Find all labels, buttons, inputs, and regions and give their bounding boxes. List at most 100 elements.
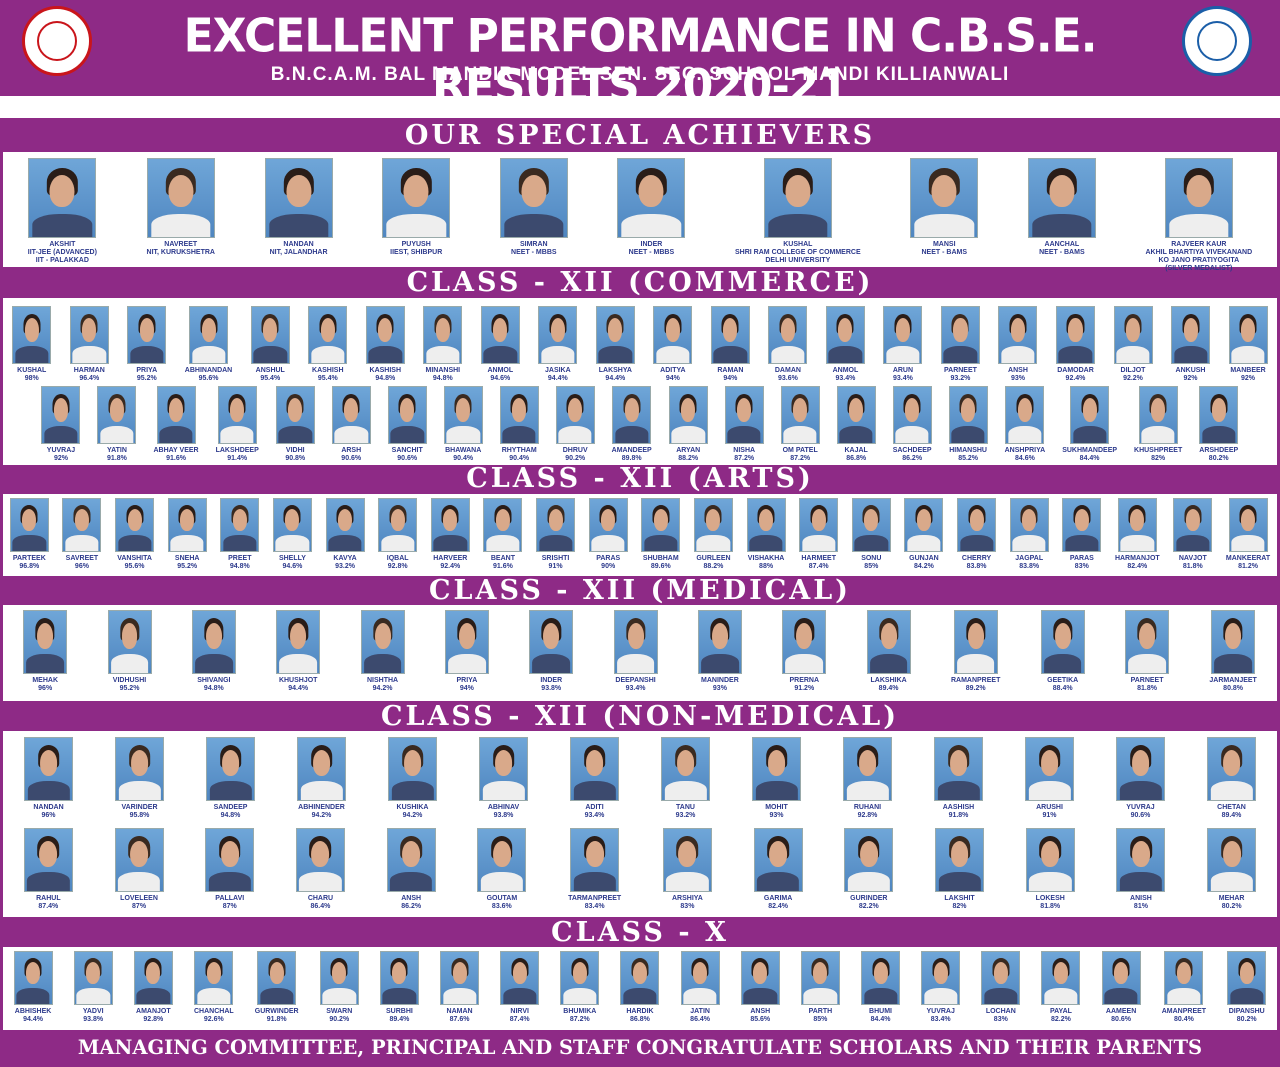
student-name: DHRUV — [562, 447, 588, 454]
student-percentage: 83.8% — [1019, 563, 1040, 570]
student-photo — [483, 498, 523, 552]
student-name: AANCHAL — [1044, 241, 1080, 248]
student-photo — [753, 828, 803, 892]
student-photo — [382, 158, 451, 238]
student-photo — [620, 951, 660, 1005]
student-photo — [538, 306, 578, 364]
student-name: RAJVEER KAUR — [1171, 241, 1227, 248]
student-name: ANSHPRIYA — [1004, 447, 1046, 454]
student-name: BHAWANA — [445, 447, 482, 454]
student-name: AKSHIT — [49, 241, 76, 248]
student-photo — [1207, 737, 1256, 801]
student-percentage: 91% — [548, 563, 563, 570]
student-percentage: 83% — [993, 1016, 1008, 1023]
student-percentage: 92.8% — [857, 812, 878, 819]
student-card: LAKSHYA 94.4% — [595, 306, 635, 383]
student-percentage: 94% — [459, 685, 474, 692]
student-percentage: 82.4% — [768, 903, 789, 910]
student-photo — [444, 610, 489, 674]
student-percentage: 93% — [769, 812, 784, 819]
row-nonmedical-1: NANDAN 96% VARINDER 95.8% SANDEEP 94.8% ABHINE… — [3, 737, 1277, 820]
student-name: SWARN — [326, 1008, 353, 1015]
student-photo — [308, 306, 348, 364]
student-card: JASIKA 94.4% — [538, 306, 578, 383]
student-card: SACHDEEP 86.2% — [892, 386, 932, 463]
student-photo — [768, 306, 808, 364]
student-photo — [892, 386, 932, 444]
student-percentage: 92.8% — [387, 563, 408, 570]
student-percentage: 85.2% — [958, 455, 979, 462]
student-name: LOCHAN — [985, 1008, 1016, 1015]
student-photo — [1173, 498, 1213, 552]
student-card: CHARU 86.4% — [295, 828, 345, 911]
student-name: HIMANSHU — [949, 447, 987, 454]
cbse-logo — [1182, 6, 1252, 76]
student-card: GURLEEN 88.2% — [693, 498, 733, 571]
student-photo — [1025, 828, 1075, 892]
student-photo — [9, 498, 49, 552]
student-percentage: 86.4% — [690, 1016, 711, 1023]
student-name: ADITYA — [660, 367, 686, 374]
student-card: RHYTHAM 90.4% — [499, 386, 539, 463]
student-card: GURINDER 82.2% — [844, 828, 894, 911]
achievement-line: IIEST, SHIBPUR — [390, 249, 443, 256]
student-percentage: 89.2% — [965, 685, 986, 692]
student-card: NANDAN 96% — [24, 737, 73, 820]
student-percentage: 85% — [813, 1016, 828, 1023]
student-name: ANSHUL — [255, 367, 285, 374]
student-name: ANSH — [401, 895, 422, 902]
student-percentage: 81.2% — [1238, 563, 1258, 570]
student-name: JARMANJEET — [1209, 677, 1257, 684]
student-photo — [97, 386, 137, 444]
student-percentage: 90.6% — [1130, 812, 1151, 819]
student-card: ARSH 90.6% — [331, 386, 371, 463]
student-name: YUVRAJ — [926, 1008, 955, 1015]
student-card: ARUSHI 91% — [1025, 737, 1074, 820]
student-card: HIMANSHU 85.2% — [948, 386, 988, 463]
student-card: ANSH 93% — [998, 306, 1038, 383]
student-percentage: 82% — [1151, 455, 1166, 462]
student-card: KHUSHJOT 94.4% — [276, 610, 321, 693]
student-name: PARNEET — [1130, 677, 1164, 684]
school-name: B.N.C.A.M. BAL MANDIR MODEL SEN. SEC. SC… — [270, 64, 1010, 85]
student-card: DAMAN 93.6% — [768, 306, 808, 383]
student-card: NISHA 87.2% — [724, 386, 764, 463]
student-card: PRERNA 91.2% — [782, 610, 827, 693]
panel-special: AKSHIT IIT-JEE (ADVANCED) IIT - PALAKKAD NA… — [3, 152, 1277, 272]
student-name: KHUSHPREET — [1134, 447, 1183, 454]
student-name: ANMOL — [487, 367, 514, 374]
school-logo — [22, 6, 92, 76]
student-name: HARDIK — [626, 1008, 654, 1015]
student-photo — [782, 610, 827, 674]
student-name: YUVRAJ — [1126, 804, 1155, 811]
student-percentage: 95.6% — [124, 563, 145, 570]
student-name: TARMANPREET — [568, 895, 622, 902]
student-photo — [257, 951, 297, 1005]
student-percentage: 91.4% — [227, 455, 248, 462]
student-photo — [62, 498, 102, 552]
student-photo — [114, 828, 164, 892]
student-card: PARAS 90% — [588, 498, 628, 571]
student-photo — [825, 306, 865, 364]
student-photo — [1116, 828, 1166, 892]
student-name: VARINDER — [121, 804, 158, 811]
student-card: NAVREET NIT, KURUKSHETRA — [147, 158, 215, 257]
achievement-line: NEET - BAMS — [921, 249, 968, 256]
student-photo — [331, 386, 371, 444]
achievement-line: NEET - MBBS — [511, 249, 557, 256]
student-card: AMANJOT 92.8% — [133, 951, 173, 1024]
student-name: ADITI — [585, 804, 604, 811]
section-title-arts: CLASS - XII (ARTS) — [466, 463, 814, 494]
student-percentage: 93.4% — [893, 375, 913, 382]
student-percentage: 94% — [723, 375, 738, 382]
section-title-medical: CLASS - XII (MEDICAL) — [429, 575, 851, 606]
student-photo — [940, 306, 980, 364]
student-photo — [386, 828, 436, 892]
student-card: SNEHA 95.2% — [167, 498, 207, 571]
student-percentage: 91.8% — [266, 1016, 287, 1023]
student-percentage: 82.2% — [1051, 1016, 1071, 1023]
student-card: INDER NEET - MBBS — [617, 158, 686, 257]
student-photo — [295, 828, 345, 892]
student-percentage: 83.8% — [966, 563, 987, 570]
student-card: ABHINAV 93.8% — [479, 737, 528, 820]
